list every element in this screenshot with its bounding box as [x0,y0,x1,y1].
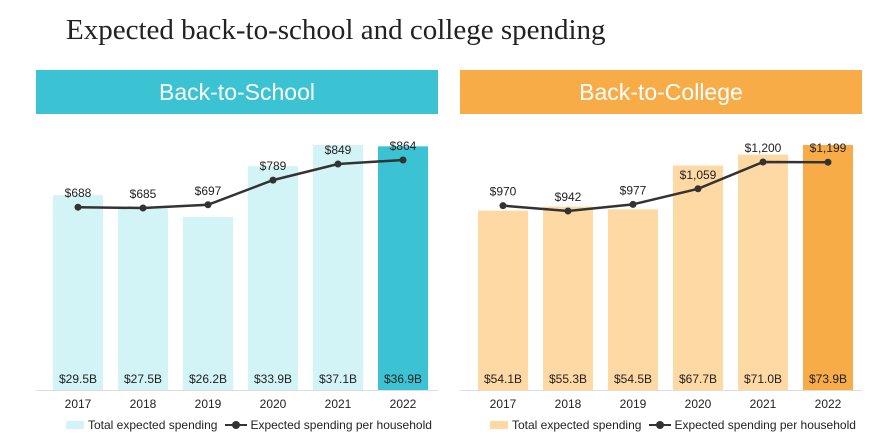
per-household-line [502,160,829,213]
per-household-point [334,160,342,168]
bar-2019 [608,209,658,390]
bar-2019 [183,216,233,390]
x-tick-label: 2020 [685,397,712,411]
per-household-line [77,158,404,210]
bar-value-label: $33.9B [254,372,292,386]
per-household-point [269,176,277,184]
bar-2022 [803,145,853,390]
x-tick-label: 2018 [555,397,582,411]
x-tick-label: 2022 [390,397,417,411]
bar-2020 [248,166,298,390]
bar-value-label: $26.2B [189,372,227,386]
bar-2021 [313,145,363,390]
bar-2018 [118,208,168,390]
x-tick-label: 2020 [260,397,287,411]
x-tick-label: 2022 [815,397,842,411]
per-household-point [499,202,507,210]
back-to-school-header: Back-to-School [36,70,438,114]
x-tick-label: 2017 [490,397,517,411]
per-household-label: $1,059 [680,168,717,182]
per-household-point [204,201,212,209]
per-household-label: $849 [325,143,352,157]
per-household-label: $942 [555,190,582,204]
back-to-college-header: Back-to-College [460,70,862,114]
school-legend: Total expected spending Expected spendin… [66,418,432,432]
bar-2017 [53,195,103,390]
per-household-label: $1,200 [745,141,782,155]
per-household-point [629,200,637,208]
bar-value-label: $37.1B [319,372,357,386]
page-title: Expected back-to-school and college spen… [66,14,606,46]
college-legend: Total expected spending Expected spendin… [490,418,856,432]
legend-line-label: Expected spending per household [250,418,432,432]
bar-2022 [378,146,428,390]
bar-2018 [543,206,593,390]
per-household-point [399,156,407,164]
per-household-label: $970 [490,185,517,199]
legend-bar-label: Total expected spending [88,418,218,432]
per-household-point [139,204,147,212]
per-household-label: $789 [260,159,287,173]
bar-value-label: $29.5B [59,372,97,386]
legend-bar-label: Total expected spending [512,418,642,432]
bar-value-label: $27.5B [124,372,162,386]
per-household-label: $697 [195,184,222,198]
per-household-point [759,158,767,166]
x-tick-label: 2021 [750,397,777,411]
legend-line-swatch [649,420,672,430]
x-tick-label: 2018 [130,397,157,411]
per-household-label: $688 [65,186,92,200]
bar-2020 [673,165,723,390]
bar-2021 [738,154,788,390]
per-household-point [694,185,702,193]
legend-bar-swatch [490,421,508,429]
per-household-label: $685 [130,187,157,201]
per-household-point [564,207,572,215]
x-tick-label: 2021 [325,397,352,411]
x-tick-label: 2019 [195,397,222,411]
per-household-point [824,158,832,166]
legend-line-swatch [225,420,248,430]
x-tick-label: 2019 [620,397,647,411]
bar-value-label: $71.0B [744,372,782,386]
bar-value-label: $67.7B [679,372,717,386]
bar-value-label: $36.9B [384,372,422,386]
bar-value-label: $55.3B [549,372,587,386]
bar-2017 [478,210,528,390]
per-household-point [74,203,82,211]
bar-value-label: $54.1B [484,372,522,386]
per-household-label: $864 [390,139,417,153]
legend-bar-swatch [66,421,84,429]
per-household-label: $977 [620,183,647,197]
bar-value-label: $54.5B [614,372,652,386]
x-tick-label: 2017 [65,397,92,411]
per-household-label: $1,199 [810,141,847,155]
bar-value-label: $73.9B [809,372,847,386]
legend-line-label: Expected spending per household [674,418,856,432]
